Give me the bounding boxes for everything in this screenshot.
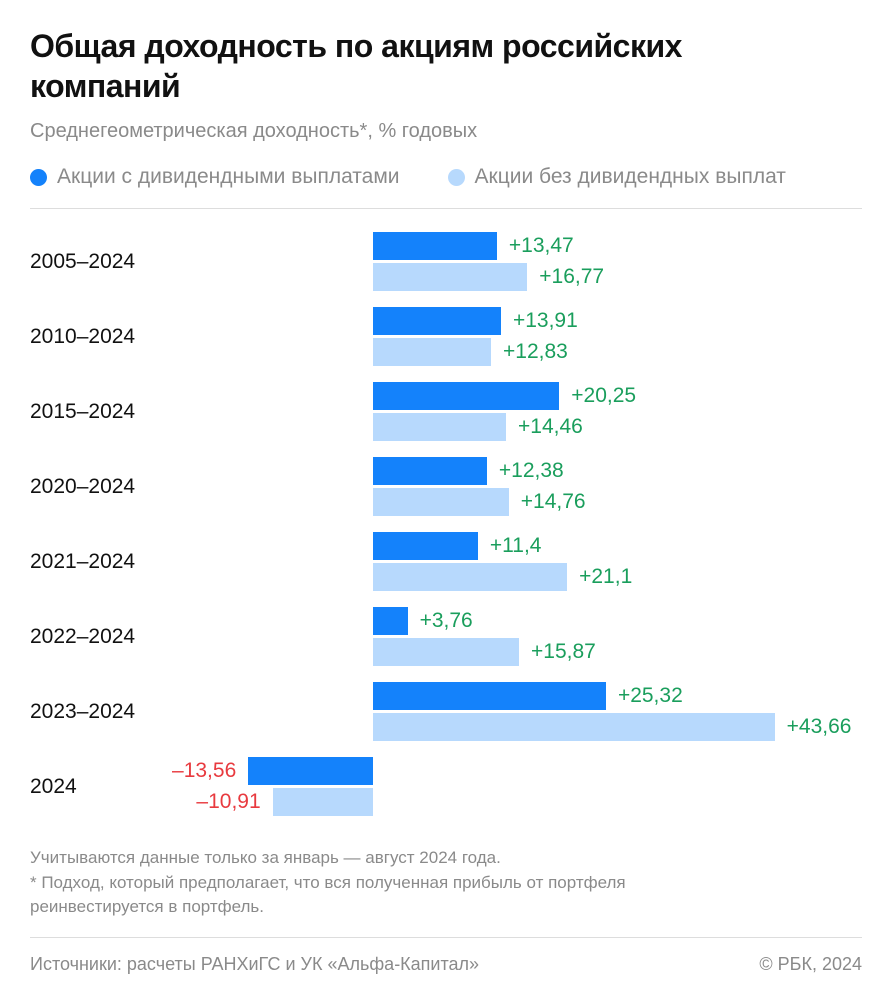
footnote: * Подход, который предполагает, что вся … bbox=[30, 873, 626, 892]
data-label: +14,76 bbox=[520, 490, 586, 513]
data-label: +15,87 bbox=[531, 640, 596, 663]
bar-with-dividends bbox=[373, 682, 606, 710]
bar-without-dividends bbox=[373, 263, 528, 291]
data-label: –13,56 bbox=[172, 759, 237, 782]
bar-without-dividends bbox=[373, 488, 509, 516]
data-label: +13,91 bbox=[512, 309, 578, 332]
bar-without-dividends bbox=[373, 413, 507, 441]
category-label: 2005–2024 bbox=[30, 249, 136, 273]
category-label: 2024 bbox=[30, 774, 77, 798]
bar-without-dividends bbox=[373, 563, 568, 591]
source: Источники: расчеты РАНХиГС и УК «Альфа-К… bbox=[30, 954, 480, 974]
data-label: +3,76 bbox=[419, 609, 473, 632]
divider bbox=[30, 937, 862, 938]
chart-title: Общая доходность по акциям российских ко… bbox=[30, 28, 682, 104]
bar-without-dividends bbox=[272, 788, 373, 816]
data-label: +12,83 bbox=[503, 340, 568, 363]
category-label: 2023–2024 bbox=[30, 699, 136, 723]
data-label: +13,47 bbox=[508, 234, 574, 257]
bar-without-dividends bbox=[373, 338, 492, 366]
legend-label: Акции без дивидендных выплат bbox=[474, 165, 786, 188]
bar-with-dividends bbox=[248, 757, 373, 785]
bar-without-dividends bbox=[373, 638, 519, 666]
divider bbox=[30, 208, 862, 209]
data-label: –10,91 bbox=[196, 790, 261, 813]
copyright: © РБК, 2024 bbox=[759, 954, 862, 974]
data-label: +43,66 bbox=[786, 715, 852, 738]
data-label: +14,46 bbox=[518, 415, 583, 438]
legend-item-without-dividends: Акции без дивидендных выплат bbox=[447, 165, 786, 189]
category-label: 2010–2024 bbox=[30, 324, 136, 348]
data-label: +25,32 bbox=[617, 684, 683, 707]
footnote: Учитываются данные только за январь — ав… bbox=[30, 848, 501, 867]
chart-subtitle: Среднегеометрическая доходность*, % годо… bbox=[30, 120, 478, 142]
data-label: +20,25 bbox=[571, 384, 637, 407]
data-label: +11,4 bbox=[489, 534, 542, 557]
bar-with-dividends bbox=[373, 307, 501, 335]
legend: Акции с дивидендными выплатами Акции без… bbox=[30, 165, 786, 189]
category-label: 2020–2024 bbox=[30, 474, 136, 498]
bar-with-dividends bbox=[373, 607, 408, 635]
data-label: +12,38 bbox=[498, 459, 564, 482]
category-label: 2021–2024 bbox=[30, 549, 136, 573]
legend-item-with-dividends: Акции с дивидендными выплатами bbox=[30, 165, 400, 189]
bar-with-dividends bbox=[373, 232, 497, 260]
legend-label: Акции с дивидендными выплатами bbox=[57, 165, 400, 188]
footnote: реинвестируется в портфель. bbox=[30, 897, 265, 916]
bar-with-dividends bbox=[373, 457, 487, 485]
bar-without-dividends bbox=[373, 713, 775, 741]
category-label: 2015–2024 bbox=[30, 399, 136, 423]
category-label: 2022–2024 bbox=[30, 624, 136, 648]
bar-with-dividends bbox=[373, 532, 478, 560]
data-label: +16,77 bbox=[539, 265, 605, 288]
legend-swatch bbox=[30, 168, 47, 186]
bar-with-dividends bbox=[373, 382, 560, 410]
legend-swatch bbox=[447, 168, 465, 186]
data-label: +21,1 bbox=[579, 565, 633, 588]
